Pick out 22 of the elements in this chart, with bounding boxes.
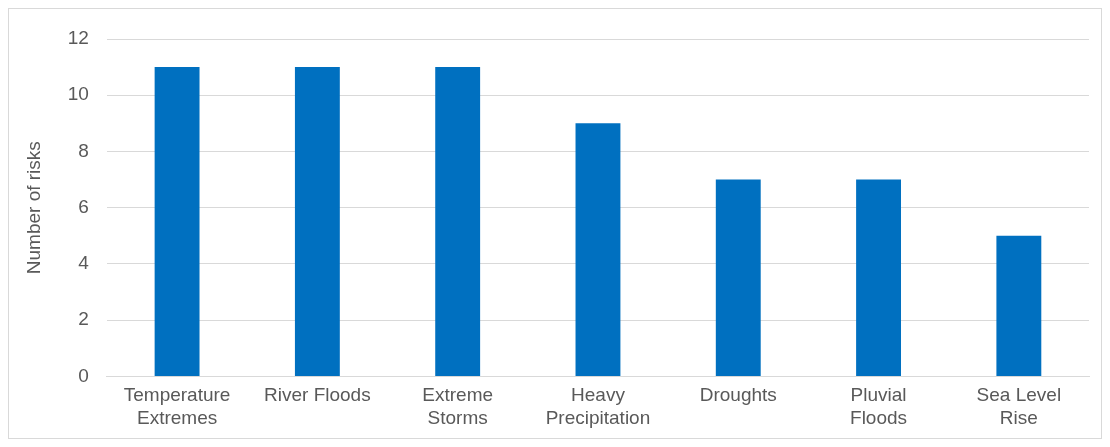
bar <box>715 179 761 376</box>
y-tick-label: 8 <box>78 139 89 161</box>
bar <box>856 179 901 376</box>
x-tick-label: Extreme Storms <box>422 384 494 428</box>
x-tick-label: Sea Level Rise <box>976 384 1062 428</box>
y-tick-label: 0 <box>78 364 89 386</box>
x-tick-label: Pluvial Floods <box>850 384 908 428</box>
y-axis-title: Number of risks <box>22 141 44 275</box>
x-tick-label: Droughts <box>699 384 777 406</box>
bar <box>154 67 200 376</box>
x-tick-label: River Floods <box>264 384 371 406</box>
y-tick-label: 6 <box>78 195 89 217</box>
y-tick-label: 2 <box>78 308 89 330</box>
bar <box>996 235 1042 376</box>
y-tick-label: 12 <box>67 27 89 49</box>
y-tick-label: 4 <box>78 252 90 274</box>
bar <box>435 67 481 376</box>
bar <box>575 123 621 376</box>
x-tick-label: Temperature Extremes <box>123 384 231 428</box>
bar <box>294 67 340 376</box>
x-tick-label: Heavy Precipitation <box>545 384 651 428</box>
y-tick-label: 10 <box>67 83 89 105</box>
